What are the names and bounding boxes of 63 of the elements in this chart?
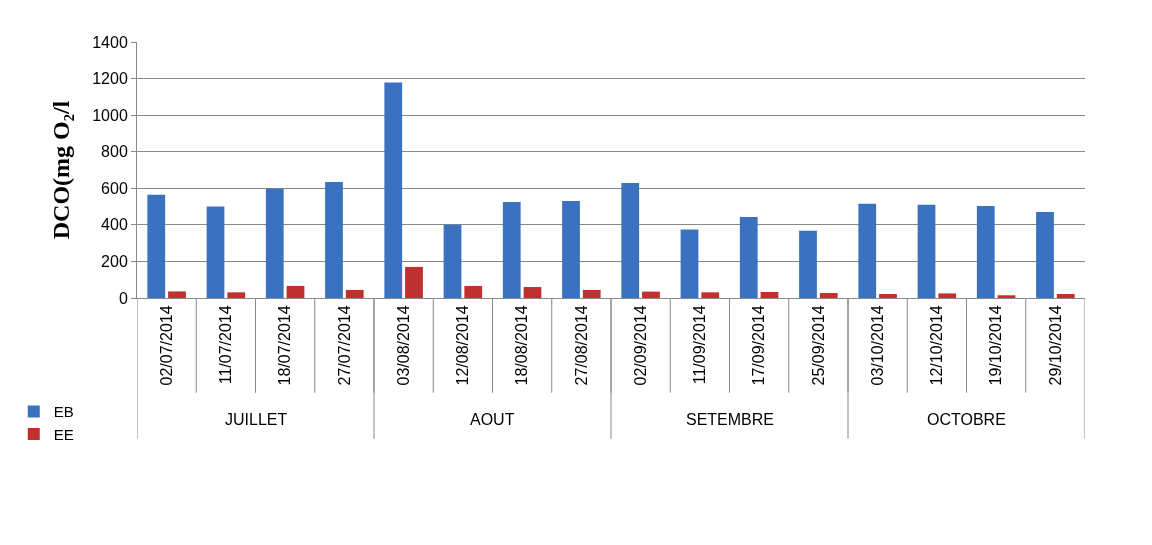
bar: [879, 293, 897, 298]
x-tick-label: 11/07/2014: [217, 305, 235, 385]
bar: [858, 203, 877, 298]
legend-label: EB: [53, 403, 74, 421]
bar: [621, 182, 640, 298]
bar: [1056, 293, 1075, 298]
bar: [523, 287, 542, 298]
bar: [464, 285, 483, 298]
x-tick-label: 03/08/2014: [394, 305, 412, 386]
y-tick-label: 1400: [92, 33, 128, 51]
y-tick-label: 400: [101, 216, 128, 234]
bar: [976, 206, 995, 298]
text: OCTOBRE: [927, 411, 1006, 428]
x-tick-label: 12/10/2014: [928, 305, 946, 386]
y-tick-label: 0: [118, 289, 128, 307]
bar: [147, 194, 166, 298]
x-tick-label: 27/07/2014: [335, 305, 353, 386]
bar: [227, 292, 246, 298]
bar: [562, 201, 580, 298]
bar: [582, 289, 601, 298]
x-tick-label: 02/09/2014: [631, 305, 649, 386]
bar: [760, 291, 779, 298]
x-tick-label: 03/10/2014: [868, 305, 886, 386]
y-tick-label: 800: [101, 143, 128, 161]
bar: [680, 229, 699, 298]
bar: [917, 204, 936, 298]
bar: [1036, 212, 1054, 298]
bar: [168, 291, 186, 298]
bar: [206, 206, 225, 298]
y-tick-label: 200: [101, 253, 128, 271]
bar: [938, 293, 957, 298]
bar: [345, 289, 364, 298]
y-tick-label: 1200: [92, 70, 128, 88]
x-tick-label: 12/08/2014: [454, 305, 472, 386]
bar: [701, 292, 720, 298]
bar: [799, 230, 817, 298]
bar: [265, 188, 284, 298]
bar: [997, 295, 1016, 298]
x-tick-label: 18/08/2014: [513, 305, 531, 386]
bar: [502, 202, 521, 298]
bar: [286, 285, 305, 298]
bar: [739, 216, 758, 298]
text: SETEMBRE: [686, 411, 775, 428]
x-tick-label: 02/07/2014: [157, 305, 175, 386]
x-tick-label: 17/09/2014: [750, 305, 768, 386]
text: JUILLET: [225, 411, 288, 428]
bar: [384, 82, 403, 298]
bar: [405, 266, 423, 298]
x-tick-label: 27/08/2014: [572, 305, 590, 386]
x-tick-label: 25/09/2014: [809, 305, 827, 386]
x-tick-label: 11/09/2014: [691, 305, 709, 385]
legend-label: EE: [53, 425, 74, 443]
y-tick-label: 600: [101, 179, 128, 197]
x-tick-label: 18/07/2014: [276, 305, 294, 386]
bar: [819, 293, 838, 298]
x-tick-label: 19/10/2014: [987, 305, 1005, 386]
bar: [443, 224, 462, 298]
y-axis-title: DCO(mg O₂/l: [48, 100, 75, 240]
bar: [642, 291, 660, 298]
text: AOUT: [470, 411, 515, 428]
bar: [325, 182, 343, 298]
x-tick-label: 29/10/2014: [1046, 305, 1064, 386]
y-tick-label: 1000: [92, 106, 128, 124]
